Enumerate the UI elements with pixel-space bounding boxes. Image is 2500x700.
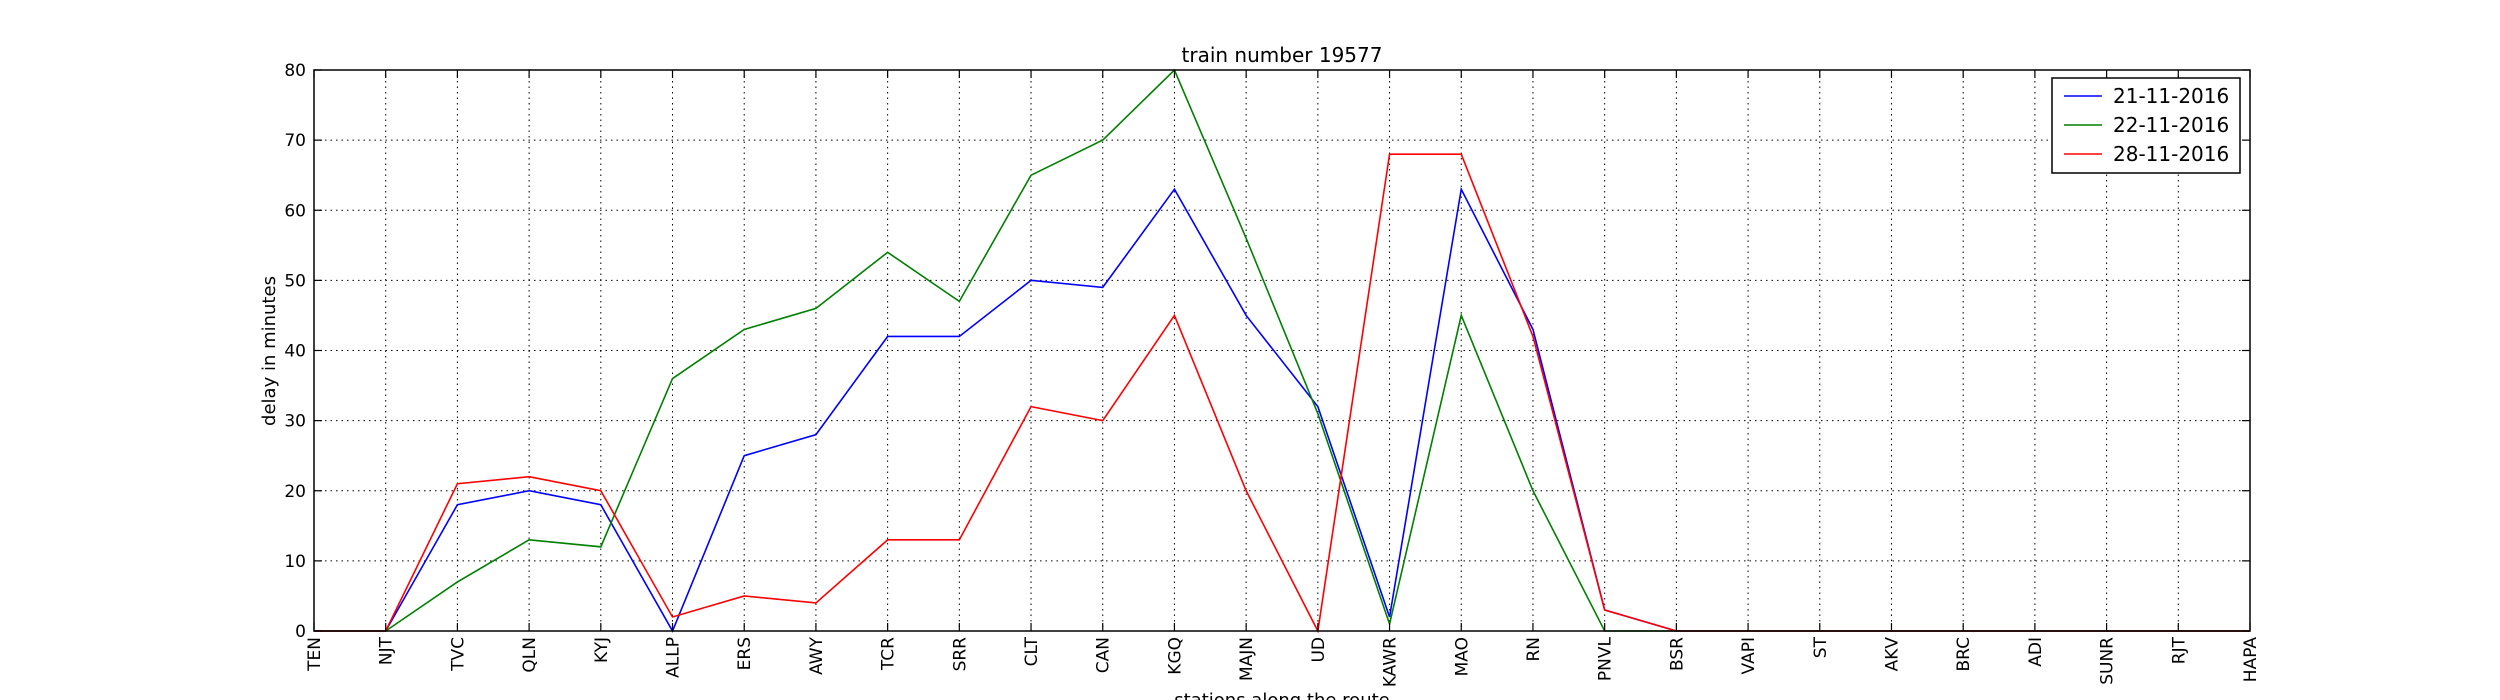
x-tick-label: UD bbox=[1309, 637, 1329, 663]
y-tick-label: 60 bbox=[284, 201, 306, 221]
x-tick-label: ADI bbox=[2026, 637, 2046, 667]
x-tick-label: KAWR bbox=[1381, 637, 1401, 687]
x-tick-label: AWY bbox=[807, 636, 827, 675]
grid bbox=[313, 69, 2251, 632]
x-tick-label: HAPA bbox=[2241, 637, 2261, 683]
x-tick-label: TEN bbox=[305, 637, 325, 672]
x-tick-label: ERS bbox=[735, 637, 755, 670]
x-tick-label: KGQ bbox=[1165, 637, 1185, 675]
y-axis: 0 10 20 30 40 50 60 70 80 bbox=[284, 61, 2250, 642]
x-tick-label: ALLP bbox=[664, 637, 684, 678]
x-tick-label: BRC bbox=[1954, 637, 1974, 672]
x-tick-label: TVC bbox=[448, 637, 468, 672]
y-tick-label: 50 bbox=[284, 271, 306, 291]
x-tick-label: CAN bbox=[1094, 637, 1114, 673]
x-tick-label: RJT bbox=[2169, 636, 2189, 664]
x-tick-label: MAO bbox=[1452, 637, 1472, 676]
legend: 21-11-2016 22-11-2016 28-11-2016 bbox=[2051, 77, 2241, 174]
legend-label: 22-11-2016 bbox=[2113, 113, 2229, 137]
x-tick-label: ST bbox=[1811, 636, 1831, 658]
y-tick-label: 10 bbox=[284, 552, 306, 572]
legend-label: 21-11-2016 bbox=[2113, 84, 2229, 108]
x-tick-label: PNVL bbox=[1596, 636, 1616, 681]
x-tick-label: QLN bbox=[520, 637, 540, 673]
x-axis-label: stations along the route bbox=[1174, 690, 1389, 700]
x-tick-label: KYJ bbox=[592, 637, 612, 663]
x-tick-label: NJT bbox=[377, 636, 397, 665]
x-tick-label: VAPI bbox=[1739, 637, 1759, 674]
x-tick-label: BSR bbox=[1667, 637, 1687, 671]
x-tick-label: SUNR bbox=[2098, 637, 2118, 685]
y-tick-label: 20 bbox=[284, 482, 306, 502]
y-tick-label: 40 bbox=[284, 342, 306, 362]
x-axis: TEN NJT TVC QLN KYJ ALLP ERS AWY TCR SRR CLT CAN KGQ… bbox=[305, 70, 2261, 687]
legend-label: 28-11-2016 bbox=[2113, 142, 2229, 166]
y-tick-label: 70 bbox=[284, 131, 306, 151]
y-tick-label: 80 bbox=[284, 61, 306, 81]
y-tick-label: 30 bbox=[284, 412, 306, 432]
x-tick-label: TCR bbox=[879, 637, 899, 671]
series-line-28-11-2016 bbox=[314, 153, 2250, 634]
series-line-21-11-2016 bbox=[314, 186, 2250, 633]
x-tick-label: MAJN bbox=[1237, 637, 1257, 681]
y-axis-label: delay in minutes bbox=[259, 276, 280, 426]
x-tick-label: RN bbox=[1524, 637, 1544, 662]
x-tick-label: AKV bbox=[1882, 637, 1902, 672]
chart-title: train number 19577 bbox=[1182, 43, 1383, 67]
x-tick-label: CLT bbox=[1022, 636, 1042, 666]
y-tick-label: 0 bbox=[295, 622, 306, 642]
x-tick-label: SRR bbox=[950, 637, 970, 672]
